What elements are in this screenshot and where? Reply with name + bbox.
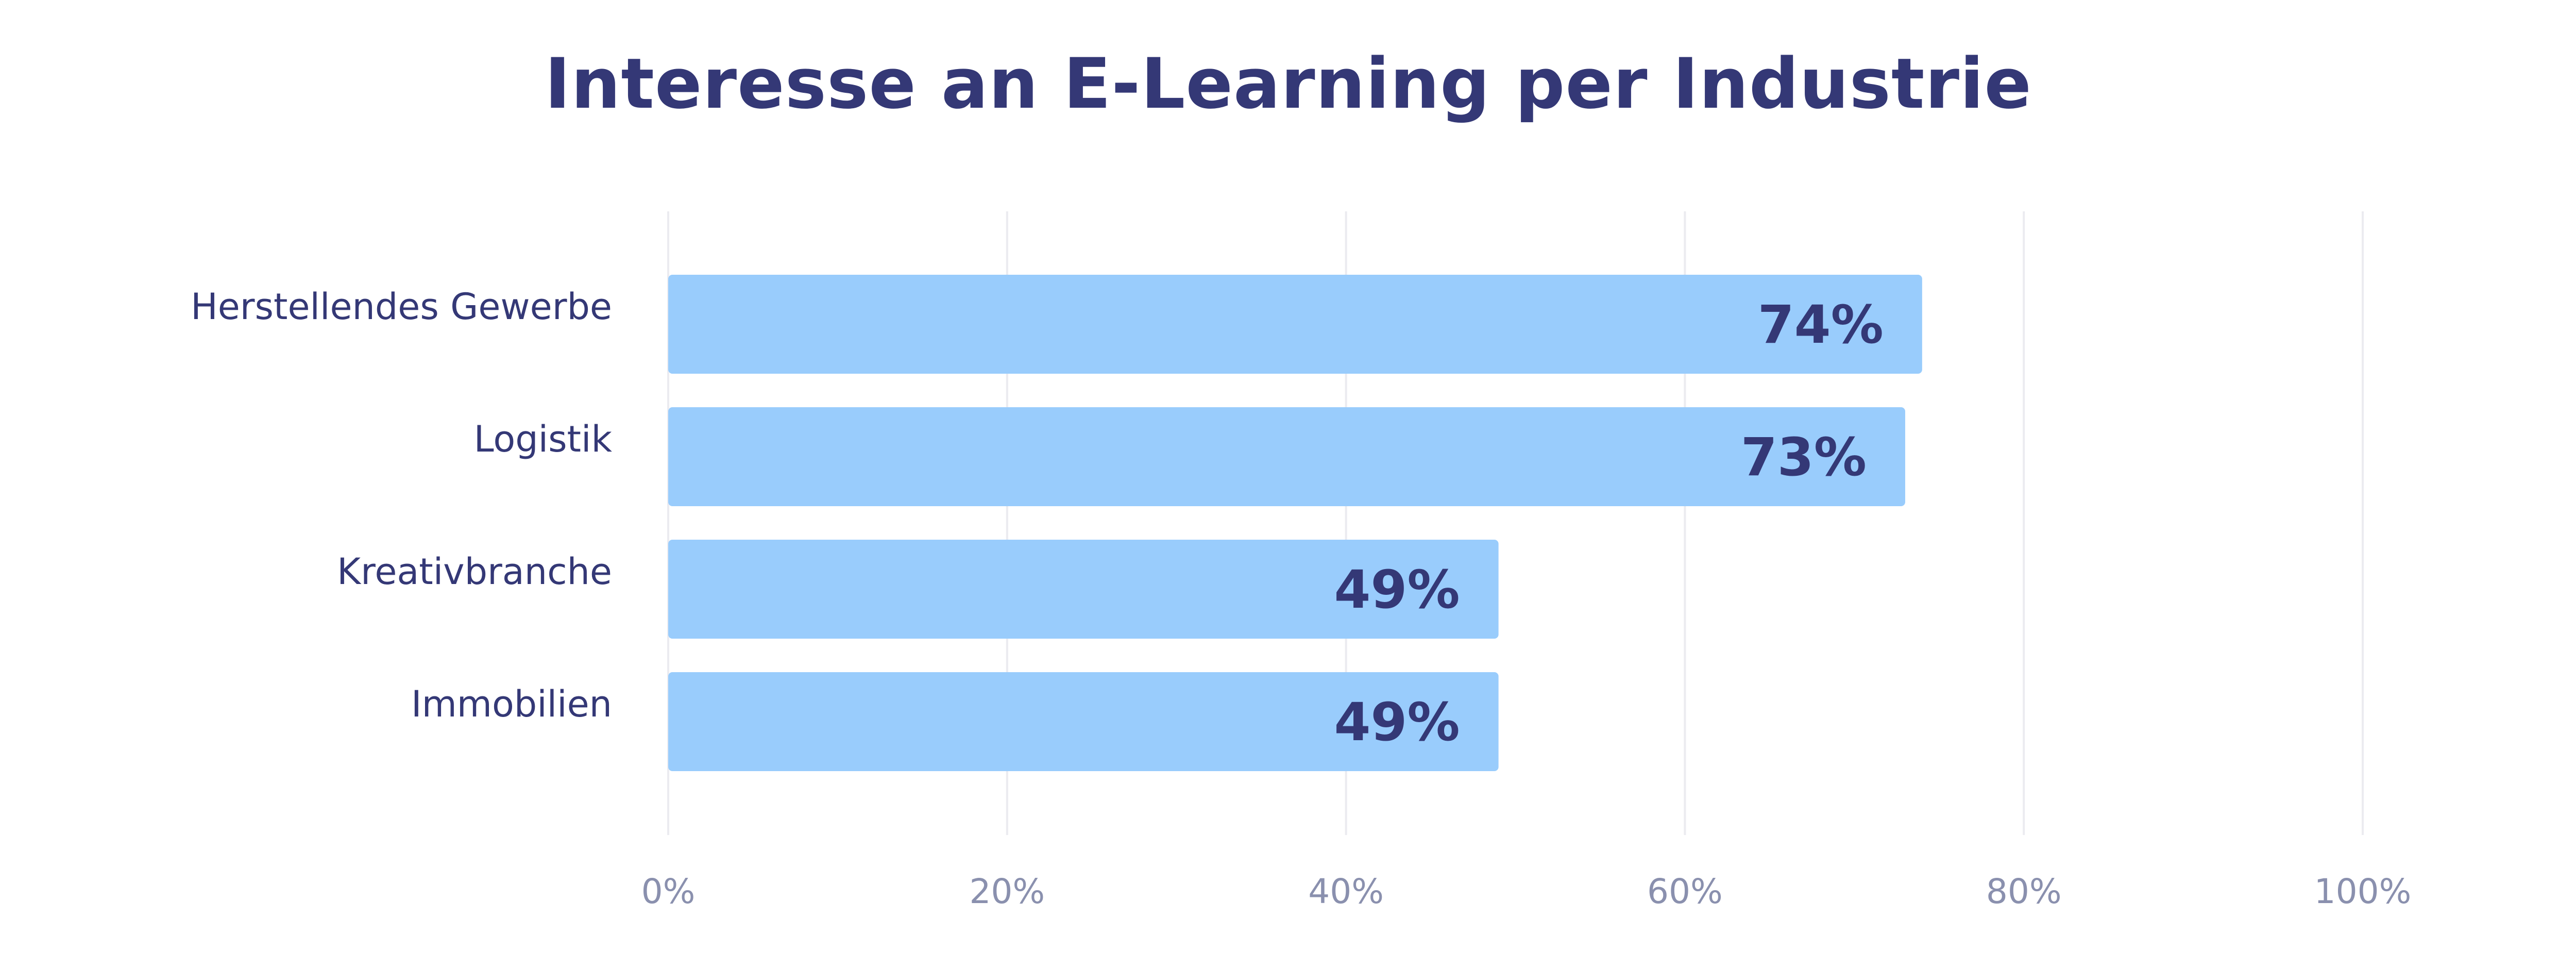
category-label: Kreativbranche: [337, 551, 612, 593]
value-label: 73%: [1741, 427, 1867, 488]
category-label: Herstellendes Gewerbe: [191, 286, 612, 328]
x-tick-label: 40%: [1308, 872, 1384, 911]
x-tick-label: 20%: [969, 872, 1045, 911]
x-tick-label: 60%: [1647, 872, 1723, 911]
chart-title: Interesse an E-Learning per Industrie: [545, 43, 2032, 124]
x-tick-label: 100%: [2314, 872, 2412, 911]
bar: [668, 672, 1499, 771]
value-label: 49%: [1334, 692, 1460, 753]
category-label: Logistik: [474, 418, 613, 460]
bar: [668, 540, 1499, 639]
bar: [668, 407, 1905, 506]
category-label: Immobilien: [411, 683, 612, 725]
x-tick-label: 0%: [641, 872, 696, 911]
value-label: 49%: [1334, 559, 1460, 621]
x-tick-label: 80%: [1986, 872, 2062, 911]
value-label: 74%: [1758, 294, 1884, 356]
bar: [668, 275, 1922, 374]
